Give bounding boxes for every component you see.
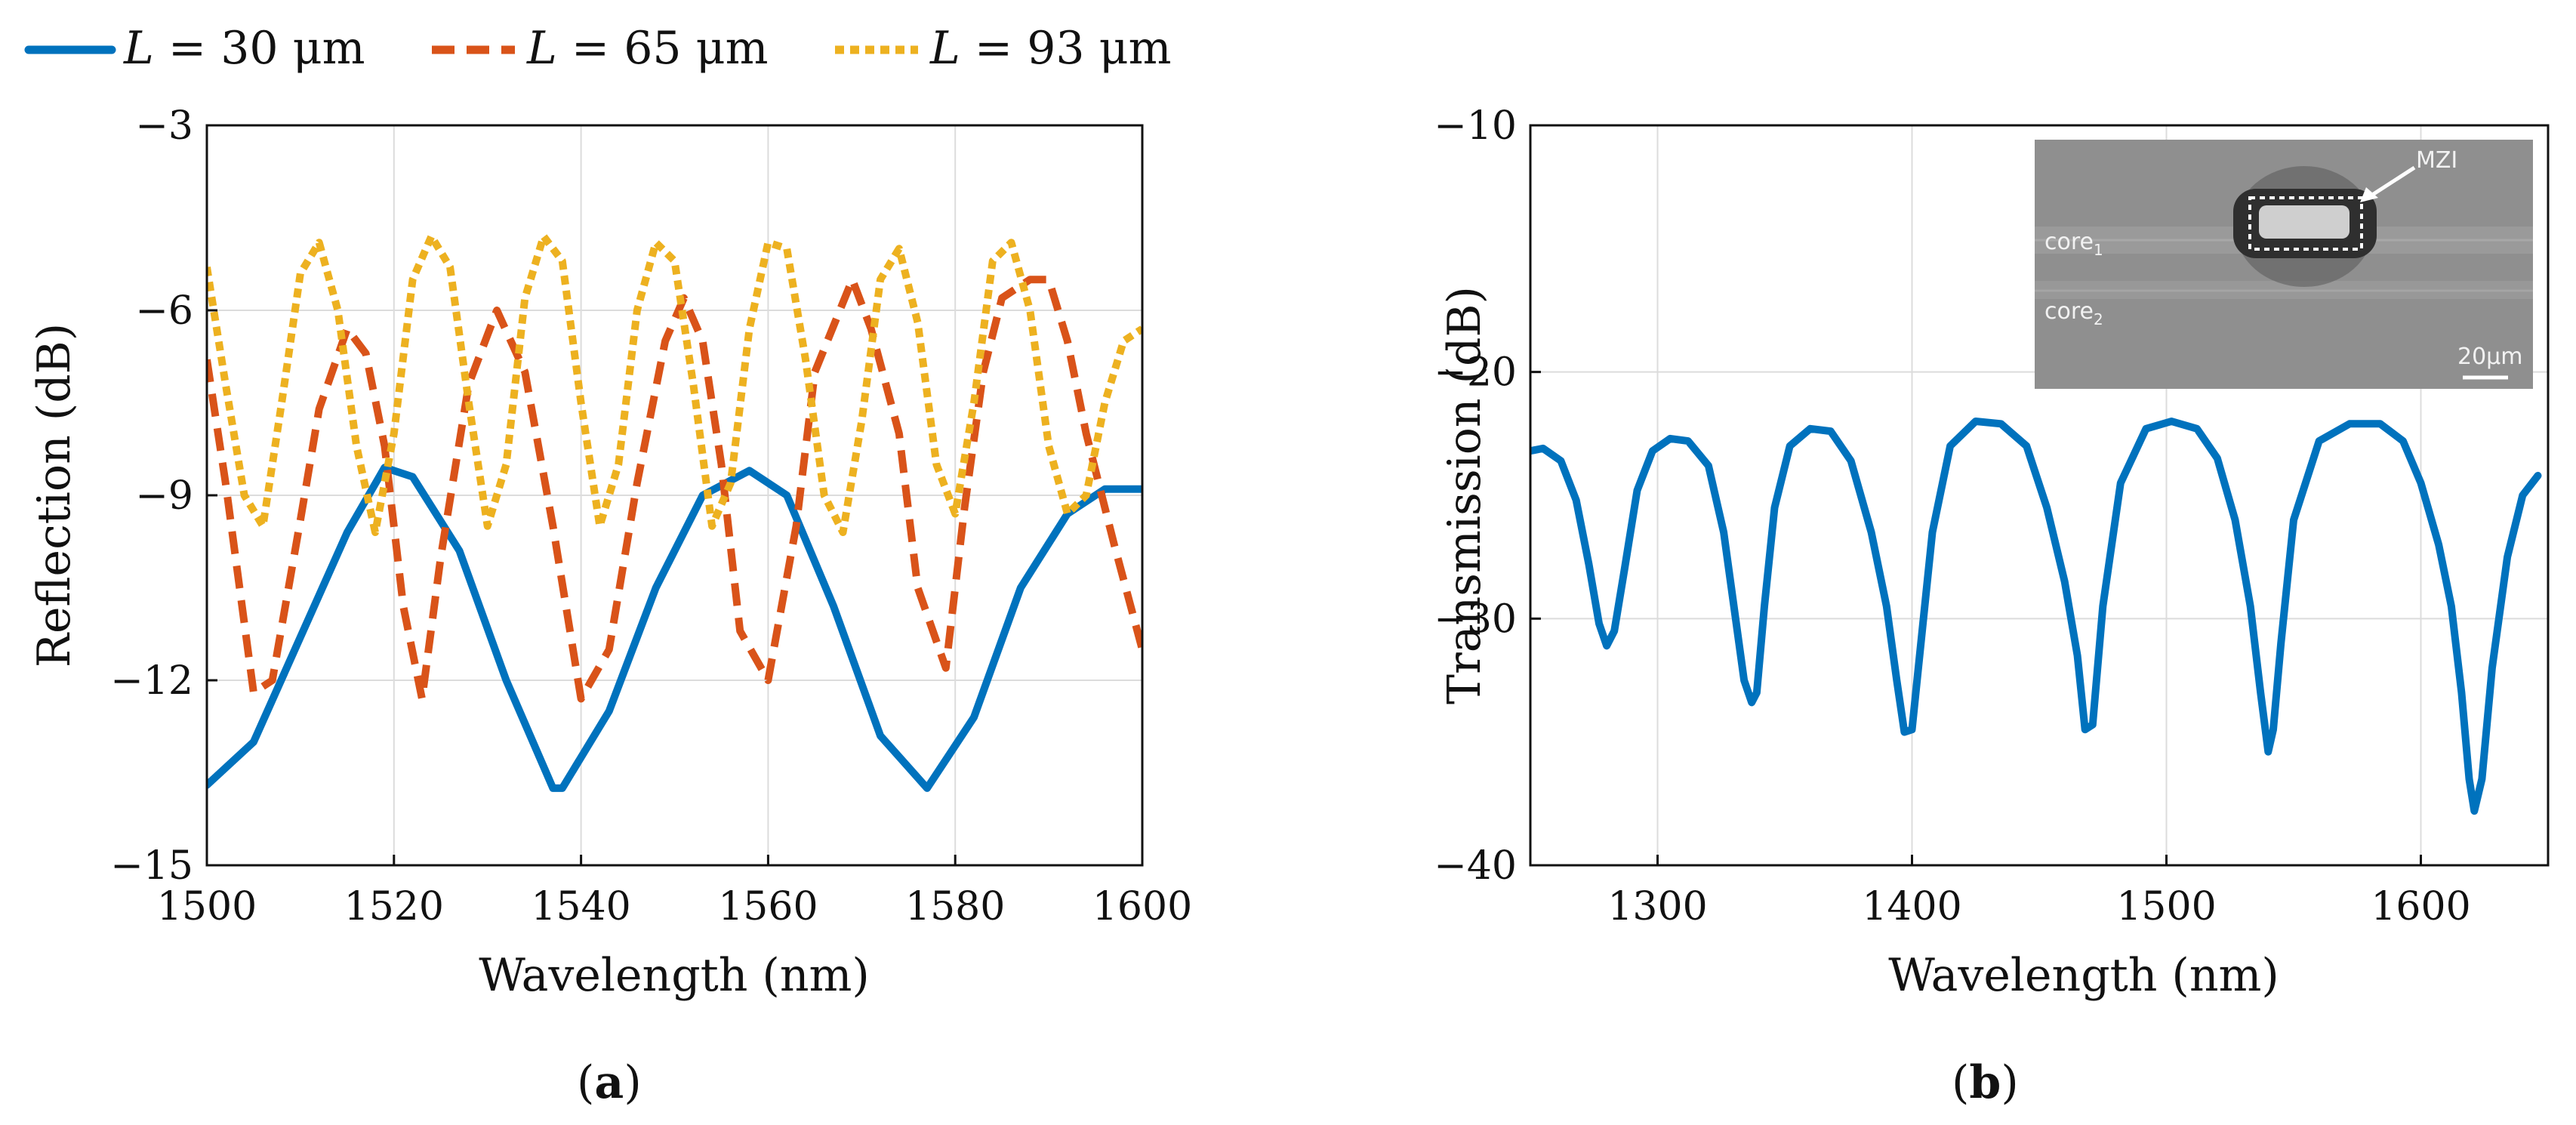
chart-a: 1500 1520 1540 1560 1580 1600 −15 −12 −9 −6 −3 Wav…: [28, 103, 1192, 1109]
y-axis-label-b: Transmission (dB): [1438, 286, 1491, 704]
x-tick-label-b-1500: 1500: [2116, 884, 2216, 929]
series-group-b: [1530, 418, 2542, 815]
x-axis-label-a: Wavelength (nm): [479, 949, 870, 1002]
y-tick-label-a--3: −3: [135, 103, 193, 149]
ticks-a: 1500 1520 1540 1560 1580 1600 −15 −12 −9 −6 −3: [110, 103, 1192, 929]
x-axis-label-b: Wavelength (nm): [1888, 949, 2279, 1002]
x-tick-label-a-1520: 1520: [344, 884, 444, 929]
chart-b: 1300 1400 1500 1600 −40 −30 −20 −10 Wavelength …: [1434, 103, 2550, 1109]
y-tick-label-a--15: −15: [110, 843, 193, 889]
inset-mzi-box: [2248, 196, 2363, 251]
series-line-b-0: [1530, 418, 2542, 815]
x-tick-label-a-1580: 1580: [905, 884, 1005, 929]
x-tick-label-a-1540: 1540: [531, 884, 630, 929]
x-tick-label-a-1600: 1600: [1092, 884, 1192, 929]
y-tick-label-b--40: −40: [1434, 843, 1517, 889]
y-tick-label-b--10: −10: [1434, 103, 1517, 149]
x-tick-label-b-1600: 1600: [2371, 884, 2470, 929]
inset-label-core2: core2: [2044, 298, 2103, 328]
y-tick-label-a--12: −12: [110, 658, 193, 704]
legend-entry-65um: L = 65 μm: [526, 22, 769, 75]
y-tick-label-b--20: −20: [1434, 350, 1517, 396]
axes-box-b: [1529, 124, 2550, 867]
y-axis-label-a: Reflection (dB): [28, 323, 81, 667]
legend-entry-93um: L = 93 μm: [929, 22, 1172, 75]
legend-entry-30um: L = 30 μm: [123, 22, 365, 75]
x-tick-label-a-1560: 1560: [718, 884, 818, 929]
inset-label-core1: core1: [2044, 229, 2103, 259]
y-tick-label-a--6: −6: [135, 288, 193, 334]
panel-label-b: (b): [1952, 1056, 2019, 1109]
y-tick-label-b--30: −30: [1434, 596, 1517, 642]
y-tick-label-a--9: −9: [135, 473, 193, 519]
inset-mzi-arrowhead: [2360, 187, 2378, 202]
inset-mzi-core: [2259, 205, 2350, 239]
legend: L = 30 μm L = 65 μm L = 93 μm: [24, 22, 1172, 75]
inset-label-mzi: MZI: [2416, 147, 2457, 174]
inset-mzi-arrow: [2366, 165, 2416, 200]
series-line-a-2: [207, 233, 1142, 536]
x-tick-label-b-1300: 1300: [1607, 884, 1707, 929]
x-tick-label-a-1500: 1500: [157, 884, 257, 929]
inset-label-scale: 20μm: [2457, 344, 2522, 370]
series-line-a-0: [207, 464, 1142, 792]
inset-micrograph: MZI core1 core2 20μm: [2035, 140, 2533, 389]
ticks-b: 1300 1400 1500 1600 −40 −30 −20 −10: [1434, 103, 2470, 929]
x-tick-label-b-1400: 1400: [1862, 884, 1961, 929]
panel-label-a: (a): [577, 1056, 642, 1109]
series-group-a: [207, 233, 1142, 792]
